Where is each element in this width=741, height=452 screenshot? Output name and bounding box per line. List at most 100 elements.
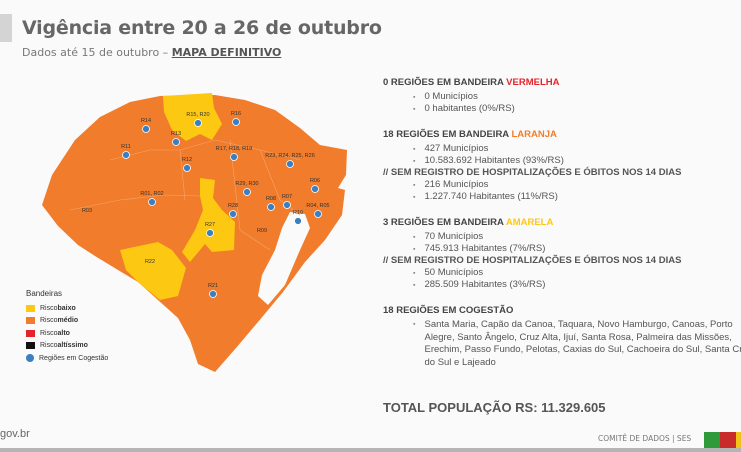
region-label: R07 bbox=[282, 194, 292, 200]
cogestao-marker-icon bbox=[314, 210, 322, 218]
region-label: R11 bbox=[121, 144, 131, 150]
flag-red-block bbox=[720, 432, 736, 448]
cogestao-marker-icon bbox=[142, 125, 150, 133]
cogestao-marker-icon bbox=[206, 229, 214, 237]
footer-site: gov.br bbox=[0, 428, 30, 440]
section-heading: 0 REGIÕES EM BANDEIRA VERMELHA bbox=[383, 77, 741, 88]
region-label: R22 bbox=[145, 259, 155, 265]
region-label: R29, R30 bbox=[235, 181, 258, 187]
note-heading: // SEM REGISTRO DE HOSPITALIZAÇÕES E ÓBI… bbox=[383, 167, 682, 178]
legend-item-risco-baixo: Risco baixo bbox=[26, 302, 108, 315]
legend-item-risco-alto: Risco alto bbox=[26, 327, 108, 340]
subtitle-emphasis: MAPA DEFINITIVO bbox=[171, 46, 282, 59]
heading-color-word: LARANJA bbox=[511, 129, 557, 140]
heading-text: 18 REGIÕES EM BANDEIRA bbox=[383, 129, 512, 140]
cogestao-text: Santa Maria, Capão da Canoa, Taquara, No… bbox=[424, 319, 741, 368]
map-yellow-r22 bbox=[120, 242, 186, 300]
map-legend: Bandeiras Risco baixo Risco médio Risco … bbox=[26, 289, 108, 365]
region-label: R08 bbox=[266, 196, 276, 202]
bullet-item: 10.583.692 Habitantes (93%/RS) bbox=[413, 155, 741, 167]
note-heading: // SEM REGISTRO DE HOSPITALIZAÇÕES E ÓBI… bbox=[383, 255, 682, 266]
section-heading: 18 REGIÕES EM COGESTÃO bbox=[383, 305, 514, 316]
footer-credit: COMITÊ DE DADOS | SES bbox=[598, 434, 692, 443]
rs-flag-map: R14 R15, R20 R16 R13 R11 R12 R17, R18, R19 R23,… bbox=[42, 93, 347, 372]
section-amarela: 3 REGIÕES EM BANDEIRA AMARELA 70 Municíp… bbox=[383, 217, 741, 291]
legend-label-bold: alto bbox=[57, 329, 70, 337]
map-yellow-r27 bbox=[182, 178, 235, 262]
section-laranja: 18 REGIÕES EM BANDEIRA LARANJA 427 Munic… bbox=[383, 129, 741, 203]
bullet-item: 216 Municípios bbox=[413, 179, 741, 191]
cogestao-marker-icon bbox=[194, 119, 202, 127]
region-label: R09 bbox=[257, 228, 267, 234]
bullet-item: 0 habitantes (0%/RS) bbox=[413, 103, 741, 115]
orange-flag-icon bbox=[26, 317, 35, 325]
legend-item-cogestao: Regiões em Cogestão bbox=[26, 352, 108, 365]
legend-label-bold: altíssimo bbox=[57, 342, 88, 350]
region-label: R23, R24, R25, R26 bbox=[265, 153, 315, 159]
region-label: R15, R20 bbox=[186, 112, 209, 118]
legend-label-bold: médio bbox=[57, 317, 79, 325]
cogestao-marker-icon bbox=[294, 217, 302, 225]
heading-color-word: AMARELA bbox=[505, 217, 554, 228]
region-label: R21 bbox=[208, 283, 218, 289]
cogestao-marker-icon bbox=[122, 151, 130, 159]
cogestao-marker-icon bbox=[286, 160, 294, 168]
section-heading: 3 REGIÕES EM BANDEIRA AMARELA bbox=[383, 217, 741, 228]
section-cogestao: 18 REGIÕES EM COGESTÃO Santa Maria, Capã… bbox=[383, 305, 741, 369]
page-title: Vigência entre 20 a 26 de outubro bbox=[22, 17, 382, 39]
section-vermelha: 0 REGIÕES EM BANDEIRA VERMELHA 0 Municíp… bbox=[383, 77, 741, 115]
section-heading: 18 REGIÕES EM BANDEIRA LARANJA bbox=[383, 129, 741, 140]
legend-title: Bandeiras bbox=[26, 289, 63, 298]
legend-label: Risco bbox=[40, 304, 58, 312]
cogestao-list: Santa Maria, Capão da Canoa, Taquara, No… bbox=[413, 319, 741, 369]
handshake-circle-icon bbox=[26, 354, 34, 363]
region-label: R27 bbox=[205, 222, 215, 228]
cogestao-marker-icon bbox=[148, 198, 156, 206]
cogestao-marker-icon bbox=[230, 153, 238, 161]
legend-label-bold: baixo bbox=[57, 304, 76, 312]
cogestao-marker-icon bbox=[232, 118, 240, 126]
cogestao-marker-icon bbox=[172, 138, 180, 146]
bullet-item: 427 Municípios bbox=[413, 143, 741, 155]
region-label: R01, R02 bbox=[140, 191, 163, 197]
cogestao-marker-icon bbox=[267, 203, 275, 211]
bullet-item: 285.509 Habitantes (3%/RS) bbox=[413, 279, 741, 291]
region-label: R16 bbox=[231, 111, 241, 117]
bullet-item: 0 Municípios bbox=[413, 91, 741, 103]
page-subtitle: Dados até 15 de outubro – MAPA DEFINITIV… bbox=[22, 46, 281, 59]
region-label: R06 bbox=[310, 178, 320, 184]
region-label: R17, R18, R19 bbox=[216, 146, 252, 152]
bullet-item: 50 Municípios bbox=[413, 267, 741, 279]
heading-color-word: VERMELHA bbox=[506, 77, 560, 88]
region-label: R13 bbox=[171, 131, 181, 137]
total-population: TOTAL POPULAÇÃO RS: 11.329.605 bbox=[383, 400, 606, 415]
summary-panel: 0 REGIÕES EM BANDEIRA VERMELHA 0 Municíp… bbox=[383, 77, 741, 383]
cogestao-marker-icon bbox=[243, 188, 251, 196]
flag-green-block bbox=[704, 432, 720, 448]
cogestao-marker-icon bbox=[209, 290, 217, 298]
region-label: R14 bbox=[141, 118, 151, 124]
bullet-item: 745.913 Habitantes (7%/RS) bbox=[413, 243, 741, 255]
region-label: R28 bbox=[228, 203, 238, 209]
cogestao-marker-icon bbox=[229, 210, 237, 218]
cogestao-marker-icon bbox=[311, 185, 319, 193]
bottom-bar bbox=[0, 448, 741, 452]
lagoon bbox=[258, 212, 310, 305]
title-accent-bar bbox=[0, 14, 12, 42]
region-label: R03 bbox=[82, 208, 92, 214]
red-flag-icon bbox=[26, 329, 35, 337]
legend-label: Risco bbox=[40, 342, 58, 350]
map-yellow-north bbox=[163, 93, 222, 141]
subtitle-text: Dados até 15 de outubro – bbox=[22, 46, 172, 59]
flag-yellow-block bbox=[736, 432, 741, 448]
black-flag-icon bbox=[26, 342, 35, 350]
legend-label: Risco bbox=[40, 329, 58, 337]
bullet-item: 1.227.740 Habitantes (11%/RS) bbox=[413, 191, 741, 203]
heading-text: 3 REGIÕES EM BANDEIRA bbox=[383, 217, 506, 228]
legend-label: Regiões em Cogestão bbox=[39, 354, 109, 362]
cogestao-marker-icon bbox=[283, 201, 291, 209]
legend-item-risco-medio: Risco médio bbox=[26, 315, 108, 328]
bullet-item: 70 Municípios bbox=[413, 231, 741, 243]
cogestao-marker-icon bbox=[183, 164, 191, 172]
legend-label: Risco bbox=[40, 317, 58, 325]
